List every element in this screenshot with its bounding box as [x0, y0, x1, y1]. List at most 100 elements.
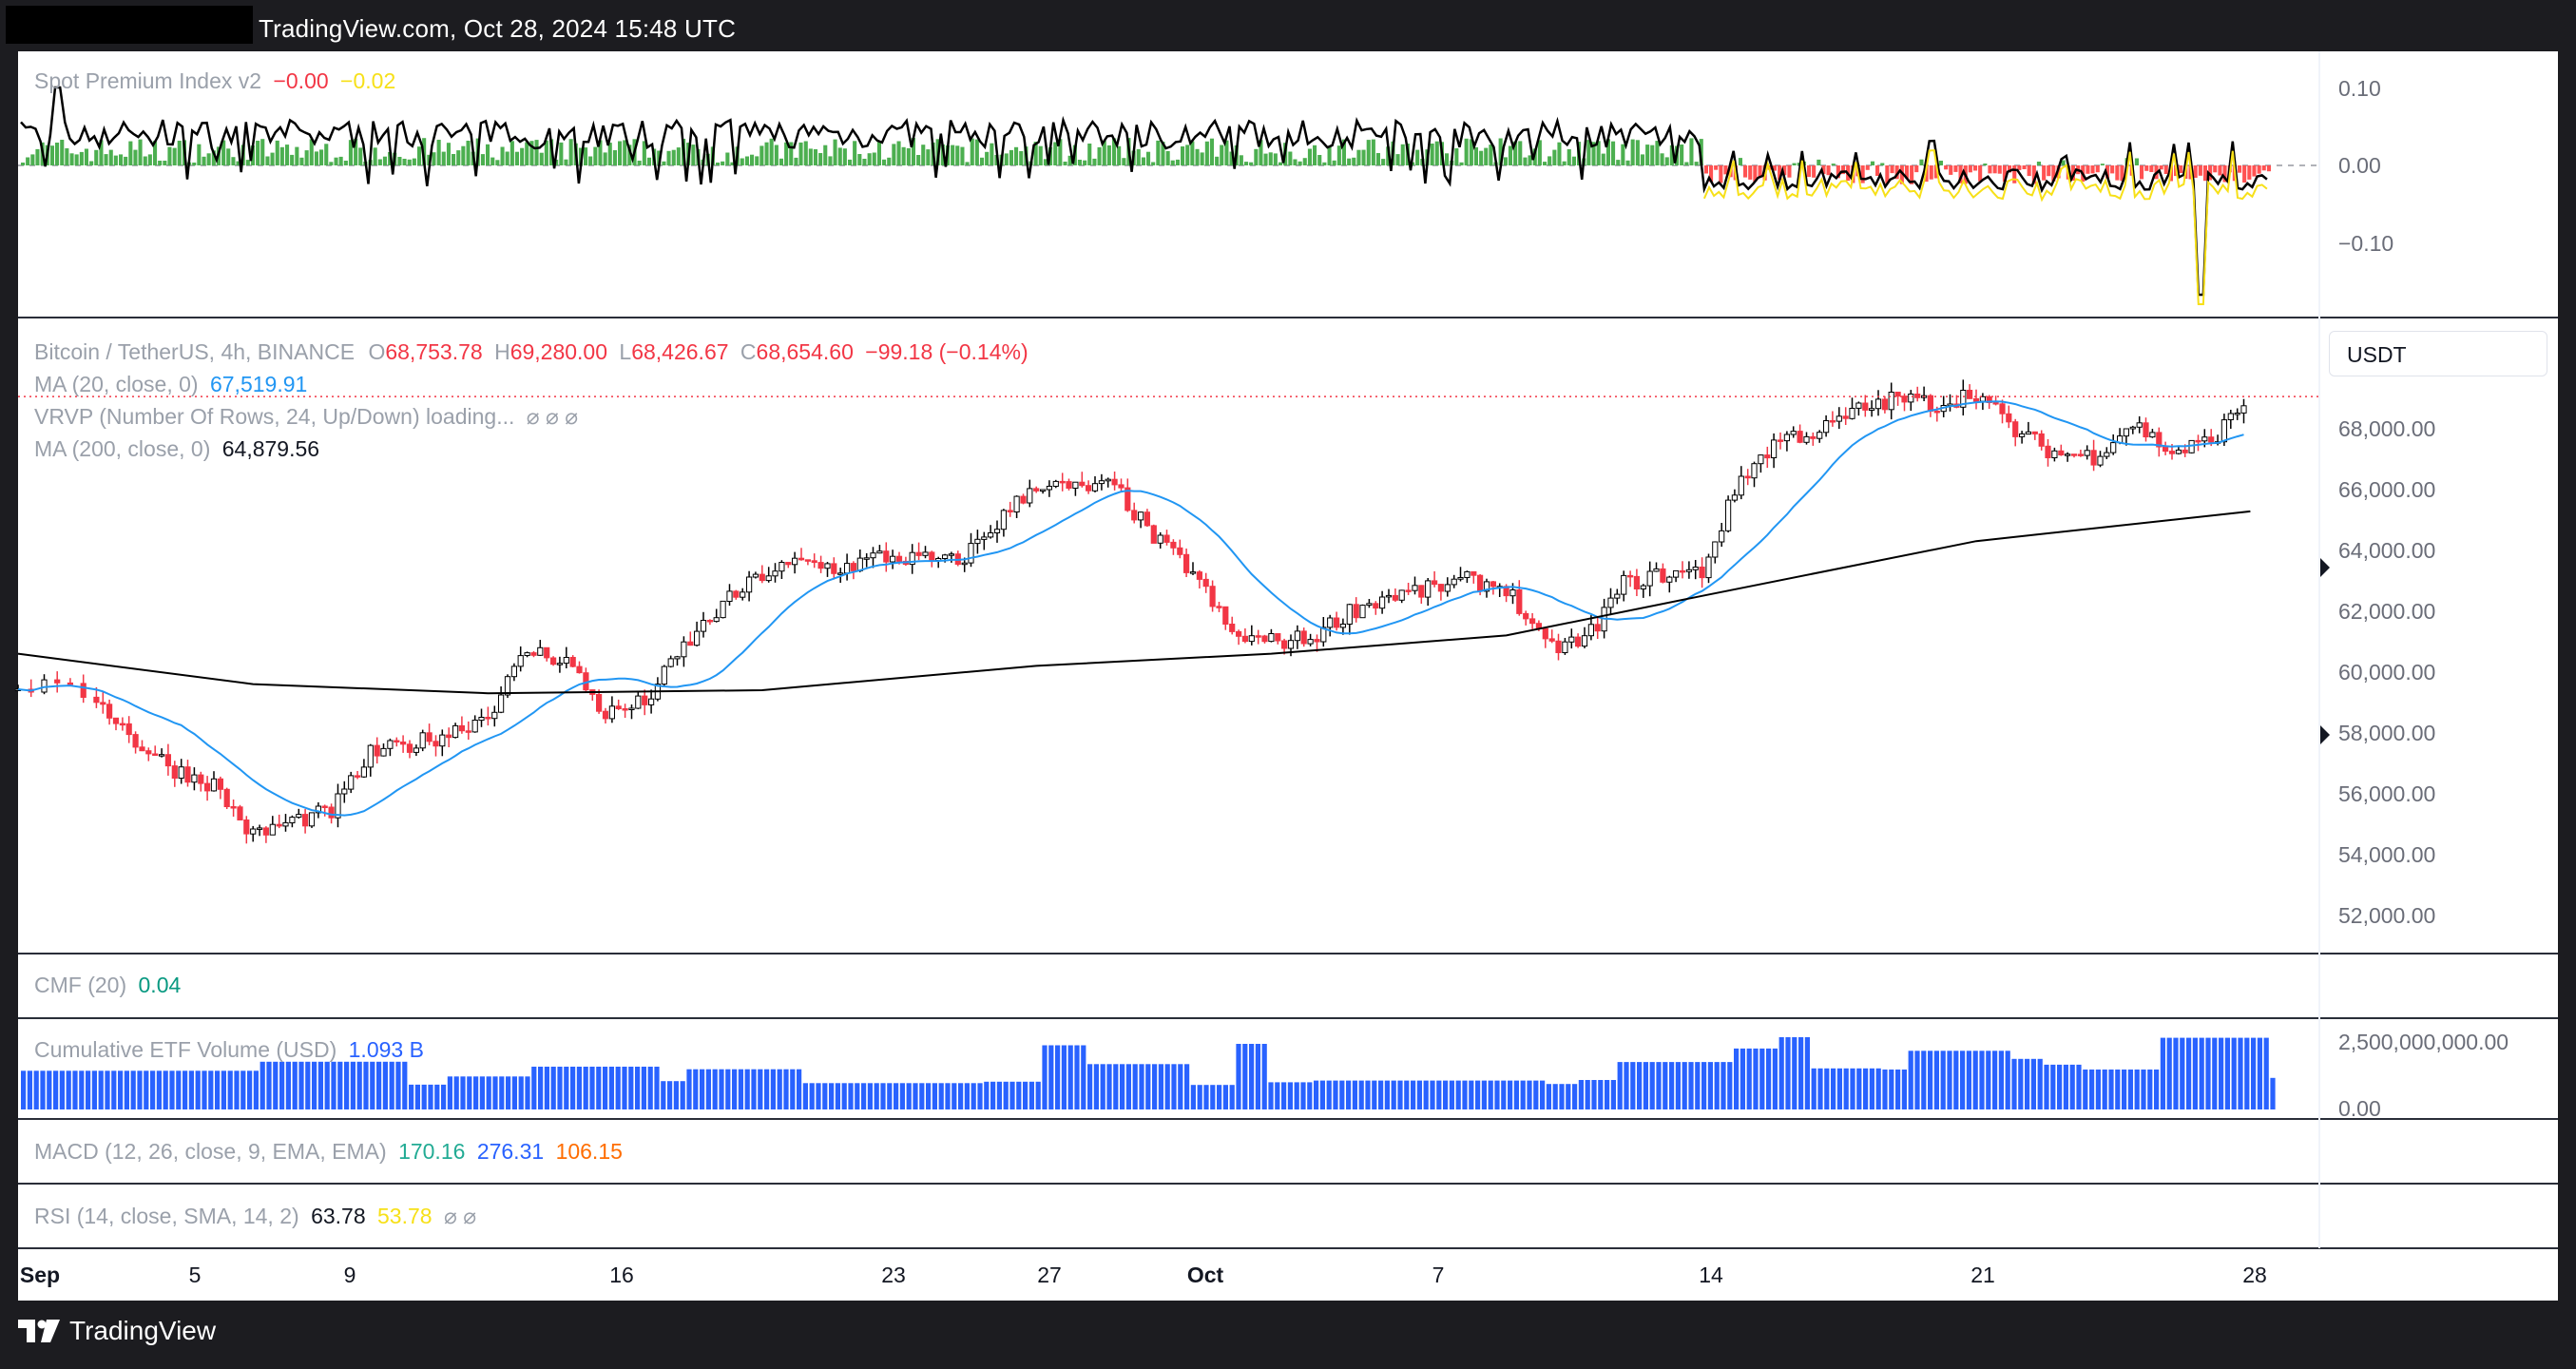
- etf-bar: [2076, 1064, 2082, 1109]
- candle-body: [1464, 570, 1471, 579]
- etf-tick: 2,500,000,000.00: [2338, 1030, 2509, 1054]
- etf-bar: [1339, 1080, 1345, 1109]
- etf-bar: [874, 1083, 879, 1109]
- etf-bar: [1875, 1068, 1881, 1109]
- cmf-legend[interactable]: CMF (20) 0.04: [34, 973, 181, 998]
- time-tick: 27: [1037, 1263, 1062, 1287]
- spi-bar: [265, 156, 270, 165]
- etf-bar: [758, 1069, 763, 1109]
- spi-bar: [980, 157, 985, 165]
- candle-body: [2006, 413, 2012, 423]
- spi-legend[interactable]: Spot Premium Index v2 −0.00 −0.02: [34, 68, 395, 94]
- etf-bar: [1960, 1051, 1966, 1109]
- etf-bar: [2044, 1064, 2049, 1109]
- spi-bar: [1860, 165, 1865, 183]
- etf-bar: [1494, 1080, 1500, 1109]
- etf-bar: [260, 1061, 265, 1109]
- spi-bar: [1968, 165, 1972, 173]
- etf-bar: [1035, 1081, 1041, 1109]
- candle-body: [67, 682, 74, 685]
- candle-body: [694, 630, 701, 646]
- etf-bar: [1319, 1080, 1325, 1109]
- spi-bar: [2252, 165, 2257, 177]
- spi-bar: [1933, 165, 1938, 179]
- etf-bar: [2025, 1058, 2030, 1109]
- candle-body: [1359, 605, 1366, 619]
- etf-bar: [1663, 1062, 1668, 1109]
- etf-legend[interactable]: Cumulative ETF Volume (USD) 1.093 B: [34, 1037, 424, 1063]
- etf-bar: [479, 1076, 485, 1109]
- candle-body: [1294, 630, 1301, 642]
- spi-bar: [2110, 165, 2115, 174]
- spi-bar: [446, 143, 451, 165]
- etf-bar: [1229, 1085, 1235, 1109]
- tradingview-brand[interactable]: TradingView: [18, 1316, 216, 1346]
- etf-bar: [809, 1083, 815, 1109]
- etf-bar: [2108, 1070, 2114, 1109]
- spi-bar: [1630, 139, 1635, 165]
- etf-bar: [1508, 1080, 1513, 1109]
- ma20-legend[interactable]: MA (20, close, 0) 67,519.91: [34, 372, 307, 397]
- spi-bar: [1151, 162, 1156, 165]
- candle-body: [2188, 439, 2195, 453]
- spi-bar: [837, 147, 842, 165]
- candle-body: [289, 817, 296, 823]
- candle-body: [1098, 480, 1105, 485]
- vrvp-legend[interactable]: VRVP (Number Of Rows, 24, Up/Down) loadi…: [34, 404, 578, 430]
- etf-bar: [1682, 1062, 1687, 1109]
- spi-signal-line: [1702, 149, 2268, 305]
- etf-bar: [1436, 1080, 1442, 1109]
- candle-body: [139, 746, 145, 752]
- candle-body: [1699, 567, 1705, 579]
- spi-bar: [1988, 165, 1992, 174]
- etf-bar: [279, 1061, 285, 1109]
- spi-bar: [202, 156, 206, 165]
- spi-bar: [1313, 145, 1317, 165]
- rsi-legend[interactable]: RSI (14, close, SMA, 14, 2) 63.78 53.78 …: [34, 1204, 476, 1229]
- candle-body: [1216, 606, 1222, 608]
- spi-bar: [422, 138, 427, 165]
- etf-bar: [751, 1069, 757, 1109]
- candle-body: [1673, 569, 1680, 578]
- candle-body: [1803, 435, 1810, 443]
- candle-body: [439, 734, 446, 747]
- spi-bar: [951, 145, 955, 165]
- etf-bar: [2212, 1037, 2218, 1109]
- spi-bar: [818, 153, 823, 165]
- main-legend[interactable]: Bitcoin / TetherUS, 4h, BINANCE O68,753.…: [34, 339, 1028, 365]
- candle-body: [1764, 454, 1771, 459]
- etf-bar: [1023, 1081, 1028, 1109]
- currency-selector[interactable]: USDT: [2329, 331, 2547, 376]
- spi-bar: [35, 148, 40, 165]
- etf-bar: [1998, 1051, 2004, 1109]
- ma20-line: [17, 400, 2244, 817]
- candle-body: [360, 766, 367, 778]
- candle-body: [1575, 636, 1582, 647]
- spi-bar: [867, 153, 872, 165]
- spi-bar: [1454, 148, 1459, 165]
- price-tick: 64,000.00: [2338, 538, 2436, 563]
- spi-bar: [955, 145, 960, 165]
- spi-bar: [593, 146, 598, 165]
- spi-bar: [642, 141, 646, 165]
- candle-body: [550, 657, 557, 665]
- ma200-legend[interactable]: MA (200, close, 0) 64,879.56: [34, 436, 319, 462]
- etf-bar: [1217, 1085, 1222, 1109]
- spi-bar: [1669, 145, 1674, 165]
- candle-body: [1523, 612, 1529, 620]
- candle-body: [491, 711, 498, 720]
- candle-body: [804, 559, 811, 562]
- candle-body: [413, 747, 419, 753]
- spi-bar: [1375, 153, 1380, 165]
- etf-bar: [816, 1083, 821, 1109]
- candle-body: [145, 750, 152, 755]
- spi-bar: [1684, 162, 1689, 165]
- etf-bar: [1785, 1037, 1791, 1109]
- price-tick: 66,000.00: [2338, 477, 2436, 502]
- candle-body: [1392, 594, 1399, 601]
- symbol-title: Bitcoin / TetherUS, 4h, BINANCE: [34, 339, 356, 364]
- spi-bar: [2149, 165, 2154, 172]
- macd-legend[interactable]: MACD (12, 26, close, 9, EMA, EMA) 170.16…: [34, 1139, 623, 1165]
- candle-body: [2208, 436, 2215, 443]
